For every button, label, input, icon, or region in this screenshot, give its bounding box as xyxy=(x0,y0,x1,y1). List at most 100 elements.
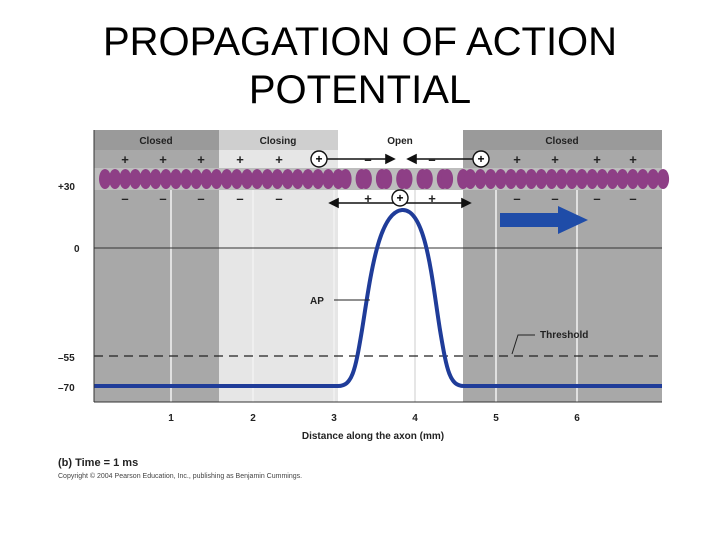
right-arrow-shaft xyxy=(500,213,560,227)
sodium-channel-icon xyxy=(271,169,284,189)
time-caption: (b) Time = 1 ms xyxy=(58,457,138,469)
sodium-channel-icon xyxy=(515,169,527,189)
sodium-channel-icon xyxy=(586,169,599,189)
positive-charge-sign: + xyxy=(551,152,559,167)
negative-charge-sign: – xyxy=(159,191,166,206)
region-header-closing xyxy=(219,130,338,150)
x-tick-label-1: 1 xyxy=(168,413,174,424)
action-potential-curve xyxy=(94,208,662,388)
sodium-channel-icon xyxy=(596,169,609,189)
title-line-2: POTENTIAL xyxy=(248,68,472,112)
positive-charge-sign: + xyxy=(121,152,129,167)
negative-charge-sign: – xyxy=(197,191,204,206)
region-label-closed-right: Closed xyxy=(545,136,578,147)
sodium-channel-icon xyxy=(180,169,193,189)
threshold-label: Threshold xyxy=(540,330,588,341)
negative-charge-sign: – xyxy=(551,191,558,206)
sodium-channel-icon xyxy=(149,169,162,189)
right-arrow-icon xyxy=(500,206,588,234)
positive-charge-sign: + xyxy=(236,152,244,167)
positive-charge-sign: + xyxy=(197,152,205,167)
region-label-closing: Closing xyxy=(260,136,297,147)
sodium-channel-icon xyxy=(441,169,454,189)
region-header-open xyxy=(338,130,463,150)
sodium-channel-icon xyxy=(139,169,152,189)
region-label-closed-left: Closed xyxy=(139,136,172,147)
title-line-1: PROPAGATION OF ACTION xyxy=(102,20,618,64)
sodium-channel-icon xyxy=(626,169,639,189)
sodium-channel-icon xyxy=(169,169,182,189)
sodium-channel-icon xyxy=(555,169,568,189)
x-tick-label-3: 3 xyxy=(331,413,337,424)
top-current-right-head xyxy=(406,153,417,165)
positive-charge-sign: + xyxy=(159,152,167,167)
right-arrow-head xyxy=(558,206,588,234)
copyright-notice: Copyright © 2004 Pearson Education, Inc.… xyxy=(58,472,302,480)
y-tick-label-plus30: +30 xyxy=(58,182,75,193)
negative-charge-sign: – xyxy=(236,191,243,206)
region-header-closed-left xyxy=(94,130,219,150)
sodium-channel-icon xyxy=(494,169,507,189)
sodium-channel-icon xyxy=(159,169,172,189)
circled-plus-center xyxy=(391,189,409,207)
bottom-current-left-head xyxy=(328,197,339,209)
negative-charge-sign: – xyxy=(629,191,636,206)
sodium-channel-icon xyxy=(420,169,433,189)
sodium-channel-icon xyxy=(230,169,243,189)
sodium-channel-icon xyxy=(302,169,314,189)
sodium-channel-icon xyxy=(359,169,372,189)
circled-plus-right xyxy=(472,150,490,168)
sodium-channel-icon xyxy=(190,169,203,189)
sodium-channel-row xyxy=(99,169,670,189)
circled-plus-center-sign: + xyxy=(396,191,403,205)
ap-label: AP xyxy=(310,296,324,307)
sodium-channel-icon xyxy=(575,169,588,189)
top-current-left-head xyxy=(385,153,396,165)
x-tick-label-5: 5 xyxy=(493,413,499,424)
sodium-channel-icon xyxy=(647,169,660,189)
x-tick-label-2: 2 xyxy=(250,413,256,424)
circled-plus-left xyxy=(310,150,328,168)
sodium-channel-icon xyxy=(129,169,142,189)
sodium-channel-icon xyxy=(525,169,538,189)
positive-charge-sign: + xyxy=(364,191,372,206)
negative-charge-sign: – xyxy=(121,191,128,206)
sodium-channel-icon xyxy=(99,169,111,189)
circled-plus-left-sign: + xyxy=(315,152,322,166)
y-tick-label-minus70: –70 xyxy=(58,383,75,394)
negative-charge-sign: – xyxy=(275,191,282,206)
sodium-channel-icon xyxy=(241,169,254,189)
sodium-channel-icon xyxy=(616,169,629,189)
sodium-channel-icon xyxy=(565,169,578,189)
sodium-channel-icon xyxy=(535,169,548,189)
sodium-channel-icon xyxy=(636,169,649,189)
region-header-closed-right xyxy=(463,130,662,150)
sodium-channel-icon xyxy=(339,169,352,189)
positive-charge-sign: + xyxy=(513,152,521,167)
sodium-channel-icon xyxy=(220,169,233,189)
sodium-channel-icon xyxy=(261,169,274,189)
sodium-channel-icon xyxy=(210,169,223,189)
sodium-channel-icon xyxy=(484,169,497,189)
circled-plus-markers: + + + xyxy=(310,150,490,207)
sodium-channel-icon xyxy=(119,169,132,189)
region-label-open: Open xyxy=(387,136,413,147)
x-axis-label: Distance along the axon (mm) xyxy=(302,431,444,442)
sodium-channel-icon xyxy=(312,169,324,189)
sodium-channel-icon xyxy=(606,169,619,189)
sodium-channel-icon xyxy=(657,169,670,189)
threshold-label-pointer xyxy=(511,334,535,355)
negative-charge-sign: – xyxy=(593,191,600,206)
sodium-channel-icon xyxy=(474,169,487,189)
sodium-channel-icon xyxy=(505,169,517,189)
sodium-channel-icon xyxy=(400,169,413,189)
y-tick-label-minus55: –55 xyxy=(58,353,75,364)
sodium-channel-icon xyxy=(251,169,264,189)
positive-charge-sign: + xyxy=(428,191,436,206)
circled-plus-right-sign: + xyxy=(477,152,484,166)
slide-title: PROPAGATION OF ACTION POTENTIAL xyxy=(0,18,720,114)
vertical-gridlines xyxy=(170,190,578,402)
sodium-channel-icon xyxy=(464,169,477,189)
bottom-current-right-head xyxy=(461,197,472,209)
